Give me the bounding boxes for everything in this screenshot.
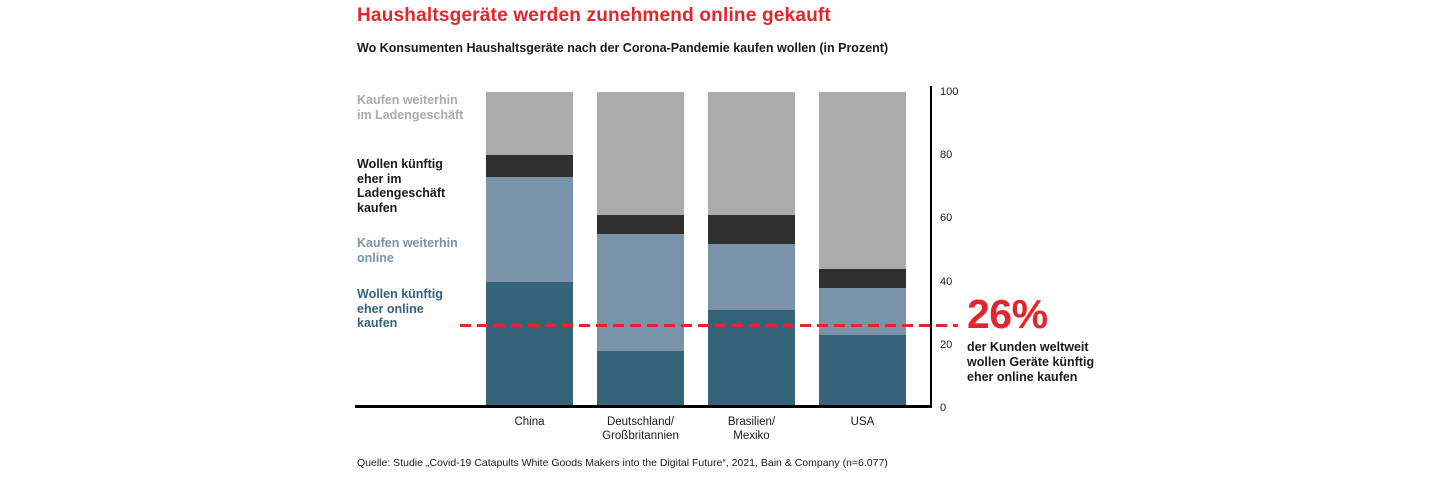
y-axis-line [930,86,932,408]
bar-segment [597,351,684,408]
bar-china [486,92,573,408]
y-axis-tick-label: 40 [940,275,953,288]
callout-annotation: 26% der Kunden weltweit wollen Geräte kü… [967,294,1137,385]
page-title: Haushaltsgeräte werden zunehmend online … [357,5,831,27]
dashed-reference-line [460,324,958,328]
bar-segment [819,335,906,408]
y-axis-tick-label: 80 [940,149,953,162]
bar-segment [597,92,684,216]
chart-legend: Kaufen weiterhin im Ladengeschäft Wollen … [357,93,497,333]
bar-segment [486,155,573,178]
plot-area [462,92,930,408]
bar-segment [708,215,795,244]
bar-segment [819,92,906,269]
x-axis-line [355,405,930,408]
legend-item-4: Wollen künftig eher online kaufen [357,287,443,330]
y-axis: 0 20 40 60 80 100 [940,86,974,414]
bar-segment [486,177,573,282]
title-highlight: Haushaltsgeräte [357,5,508,26]
title-rest: werden zunehmend online gekauft [507,5,831,26]
bar-deutschland [597,92,684,408]
legend-item-2: Wollen künftig eher im Ladengeschäft kau… [357,157,446,215]
legend-item-1: Kaufen weiterhin im Ladengeschäft [357,93,464,122]
bar-segment [819,268,906,288]
y-axis-tick-label: 20 [940,338,953,351]
annotation-text: der Kunden weltweit wollen Geräte künfti… [967,340,1095,384]
x-axis-category-label: Deutschland/ Großbritannien [602,416,679,442]
chart-subtitle: Wo Konsumenten Haushaltsgeräte nach der … [357,41,889,55]
bar-segment [597,234,684,352]
annotation-value: 26% [967,291,1048,337]
bar-segment [486,281,573,408]
source-note: Quelle: Studie „Covid-19 Catapults White… [357,457,888,469]
y-axis-tick-label: 100 [940,86,959,98]
bar-segment [597,215,684,235]
bar-usa [819,92,906,408]
x-axis-category-label: China [514,416,545,428]
bar-brasilien [708,92,795,408]
bar-segment [486,92,573,156]
x-axis: China Deutschland/ Großbritannien Brasilie… [462,415,930,443]
legend-item-3: Kaufen weiterhin online [357,236,458,265]
y-axis-tick-label: 0 [940,402,947,414]
y-axis-tick-label: 60 [940,212,953,225]
bar-segment [819,287,906,336]
bar-segment [708,92,795,216]
bar-segment [708,243,795,311]
x-axis-category-label: Brasilien/ Mexiko [727,416,776,442]
x-axis-category-label: USA [850,416,875,428]
